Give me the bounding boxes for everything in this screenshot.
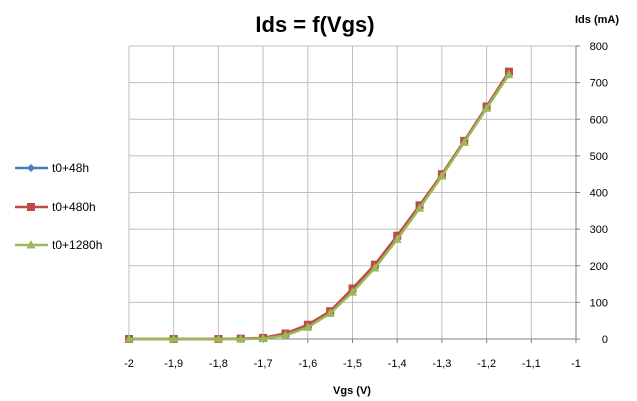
data-point (213, 334, 223, 343)
y-tick-label: 500 (590, 151, 608, 163)
y-tick-label: 700 (590, 78, 608, 90)
axes: -2 -1,9 -1,8 -1,7 -1,6 -1,5 -1,4 -1,3 -1,2 -1,1 -1… (124, 41, 608, 370)
legend-label: t0+1280h (52, 238, 102, 252)
series-lines (124, 67, 514, 343)
series-line-t0-1280h (129, 73, 510, 341)
y-tick-label: 400 (590, 188, 608, 200)
legend-entry: t0+1280h (15, 238, 102, 252)
x-tick-label: -1,4 (388, 358, 407, 370)
legend: t0+48h t0+480h t0+1280h (15, 161, 102, 252)
y-tick-label: 800 (590, 41, 608, 53)
legend-label: t0+480h (52, 200, 96, 214)
x-tick-label: -1 (571, 358, 581, 370)
legend-marker (27, 164, 35, 172)
data-point (415, 203, 425, 212)
x-tick-label: -2 (124, 358, 134, 370)
x-tick-label: -1,1 (522, 358, 541, 370)
x-tick-label: -1,3 (432, 358, 451, 370)
x-axis-title: Vgs (V) (333, 385, 371, 397)
y-tick-label: 600 (590, 114, 608, 126)
x-tick-label: -1,6 (298, 358, 317, 370)
series-line-t0-48h (129, 71, 510, 341)
x-tick-label: -1,7 (254, 358, 273, 370)
data-point (459, 137, 469, 146)
x-tick-label: -1,8 (209, 358, 228, 370)
data-point (482, 103, 492, 112)
data-point (370, 262, 380, 272)
legend-marker (26, 240, 36, 249)
y-tick-label: 200 (590, 261, 608, 273)
data-point (437, 171, 447, 180)
chart-title: Ids = f(Vgs) (255, 12, 374, 37)
x-tick-label: -1,2 (477, 358, 496, 370)
y-axis-title: Ids (mA) (575, 14, 619, 26)
data-point (303, 322, 313, 331)
data-point (258, 333, 268, 343)
y-tick-label: 100 (590, 297, 608, 309)
legend-label: t0+48h (52, 161, 89, 175)
data-point (124, 334, 134, 343)
data-point (348, 287, 357, 296)
y-tick-label: 0 (602, 334, 608, 346)
x-tick-label: -1,9 (164, 358, 183, 370)
data-point (169, 334, 179, 343)
data-point (325, 308, 335, 317)
legend-entry: t0+480h (15, 200, 96, 214)
data-point (236, 334, 246, 343)
legend-entry: t0+48h (15, 161, 89, 175)
x-tick-label: -1,5 (343, 358, 362, 370)
legend-marker (27, 203, 35, 211)
data-point (504, 69, 514, 79)
data-point (280, 330, 290, 339)
series-line-t0-480h (129, 70, 511, 341)
y-tick-label: 300 (590, 224, 608, 236)
data-point (392, 234, 402, 243)
